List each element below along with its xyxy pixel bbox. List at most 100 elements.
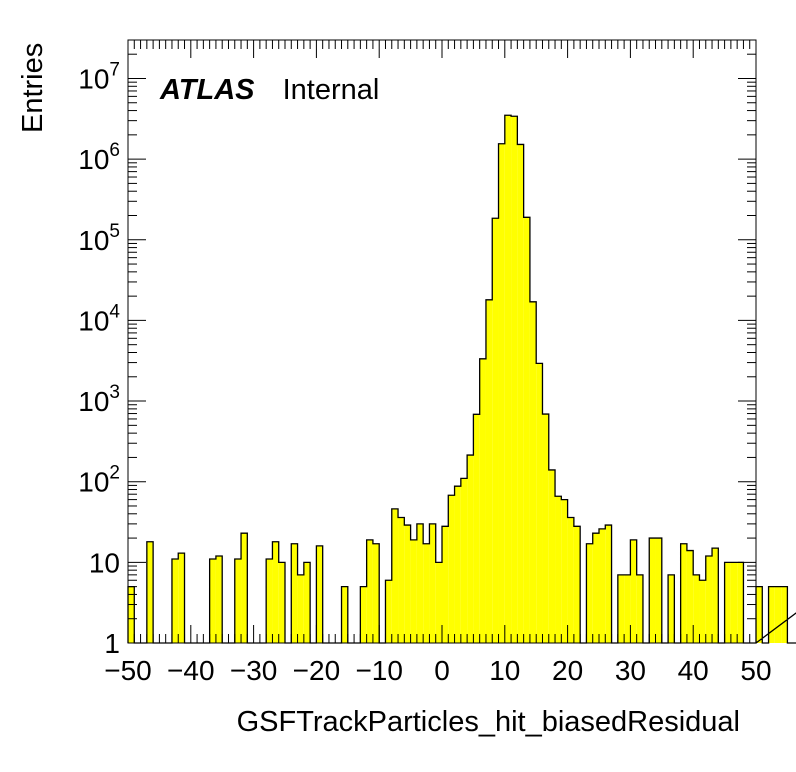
histogram-bin [542,414,549,643]
x-tick-label: 40 [678,655,709,686]
histogram-bin [737,562,744,643]
histogram-bin [555,496,562,643]
histogram-bin [215,555,223,643]
histogram-bin [693,574,700,643]
y-tick-label: 107 [78,59,120,94]
histogram-bin [636,574,643,643]
histogram-bin [756,586,763,643]
histogram-bin [297,574,304,643]
histogram-bin [241,533,248,643]
histogram-bin [391,508,399,643]
x-tick-label: −20 [293,655,341,686]
y-tick-label: 104 [78,301,120,336]
histogram-bin [699,580,706,643]
plot-frame [127,39,757,644]
histogram-bin [423,543,430,643]
histogram-bin [498,143,505,643]
atlas-label-status: Internal [283,74,380,106]
histogram-bin [291,543,298,643]
histogram-bin [504,115,512,643]
histogram-bin [467,455,474,643]
axes [127,39,757,644]
atlas-label: ATLAS Internal [159,74,379,106]
histogram-bin [410,539,417,643]
histogram-bin [360,586,367,643]
x-tick-label: 0 [434,655,450,686]
histogram-bin [548,469,556,643]
x-tick-label: 30 [615,655,646,686]
histogram-bin [272,541,279,643]
x-tick-label: −40 [167,655,215,686]
histogram-bin [485,299,493,643]
y-tick-label: 106 [78,140,120,175]
y-tick-labels: 1 10 102 103 104 105 106 107 [78,59,120,659]
y-tick-label: 102 [78,463,120,498]
histogram-bin [605,525,612,643]
histogram-bin [479,358,486,643]
histogram-bin [171,559,179,643]
histogram-bin [448,495,455,643]
histogram-bin [599,528,606,643]
histogram-bin [586,543,593,643]
histogram-bin [511,116,518,643]
x-tick-label: 50 [740,655,771,686]
y-axis-label: Entries [17,43,49,133]
histogram-bin [705,555,713,643]
y-tick-label: 103 [78,382,120,417]
y-tick-label: 10 [89,547,120,578]
atlas-label-bold: ATLAS [159,74,255,106]
histogram-bin [366,539,373,643]
histogram-bin [278,562,285,643]
histogram-bin [523,217,530,644]
histogram-bin [209,559,216,643]
histogram-bin [429,523,436,643]
histogram-bin [630,539,637,643]
histogram-bin [781,586,788,643]
histogram-bin [617,574,625,643]
y-tick-label: 1 [104,628,120,659]
y-tick-label: 105 [78,221,120,256]
x-tick-labels: −50 −40 −30 −20 −10 0 10 20 30 40 50 [104,655,771,686]
x-tick-label: −50 [104,655,152,686]
histogram-bin [316,545,323,643]
histogram-bin [529,301,537,643]
histogram-bin [561,499,568,643]
histogram-bin [303,562,311,643]
histogram-bin [460,478,468,643]
histogram-bin [686,550,694,643]
x-tick-label: −10 [355,655,403,686]
x-tick-label: 20 [552,655,583,686]
histogram-bin [473,414,480,643]
histogram-bin [649,538,656,643]
histogram-bin [712,548,719,643]
histogram-bin [517,144,524,643]
histogram-bin [774,586,782,643]
x-axis-label: GSFTrackParticles_hit_biasedResidual [237,706,740,738]
histogram-bin [567,517,574,643]
histogram-bin [234,559,242,643]
histogram-bin [128,586,135,643]
x-tick-label: −30 [230,655,278,686]
histogram-bin [492,218,499,643]
histogram-bin [768,586,775,643]
histogram-bin [680,543,687,643]
histogram-bin [372,543,380,643]
histogram-bin [146,541,154,643]
histogram-bin [416,523,424,643]
histogram-bin [404,525,411,643]
histogram-bin [624,574,631,643]
histogram-bin [435,562,442,643]
histogram-bin [668,574,675,643]
histogram-bin [266,559,273,643]
histogram-bin [385,580,392,643]
histogram-bars [127,114,796,644]
histogram-bin [341,586,348,643]
histogram-bin [724,562,731,643]
histogram-bin [442,526,449,643]
x-tick-label: 10 [489,655,520,686]
histogram-bin [592,533,599,643]
histogram-bin [655,538,662,643]
histogram-bin [398,517,405,643]
histogram-bin [454,486,461,643]
